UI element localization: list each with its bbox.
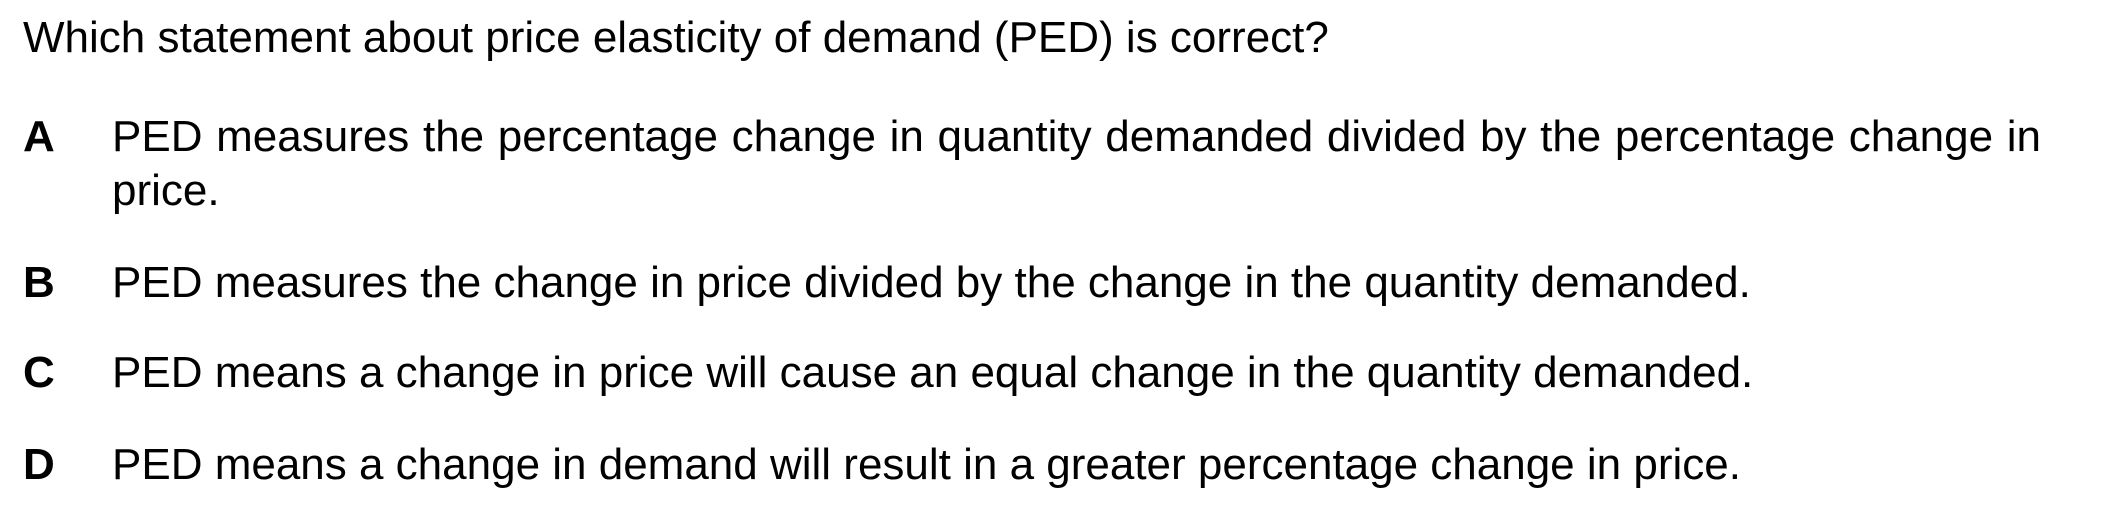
option-b[interactable]: B PED measures the change in price divid…: [23, 256, 2041, 310]
option-d[interactable]: D PED means a change in demand will resu…: [23, 438, 2041, 492]
option-letter: C: [23, 348, 55, 397]
option-text: PED measures the percentage change in qu…: [112, 112, 2041, 215]
option-text: PED measures the change in price divided…: [112, 258, 1751, 307]
option-text: PED means a change in price will cause a…: [112, 348, 1754, 397]
option-letter: D: [23, 440, 55, 489]
option-c[interactable]: C PED means a change in price will cause…: [23, 346, 2041, 400]
option-a[interactable]: A PED measures the percentage change in …: [23, 110, 2041, 218]
option-text: PED means a change in demand will result…: [112, 440, 1741, 489]
option-letter: A: [23, 112, 55, 161]
question-stem: Which statement about price elasticity o…: [23, 13, 1329, 62]
option-letter: B: [23, 258, 55, 307]
